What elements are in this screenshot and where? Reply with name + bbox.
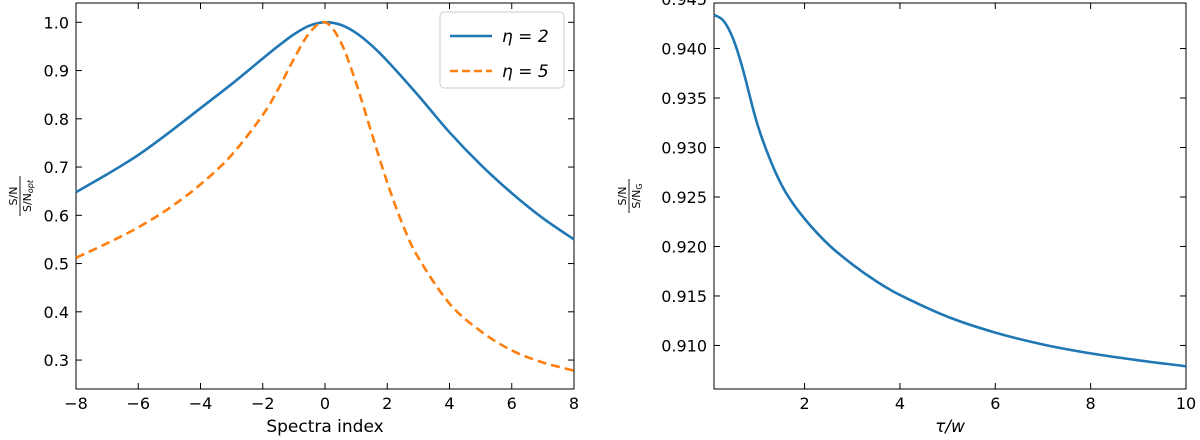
right-x-tick-label: 4 [895,394,905,413]
right-y-tick-label: 0.945 [661,0,707,9]
right-x-tick-label: 2 [799,394,809,413]
left-x-ticks: −8 −6 −4 −2 0 2 4 6 8 [64,3,579,413]
right-y-tick-label: 0.940 [661,40,707,59]
right-y-tick-label: 0.915 [661,287,707,306]
left-y-tick-label: 0.9 [44,62,69,81]
right-y-label-numerator: S/N [616,187,629,206]
legend: η = 2 η = 5 [439,11,565,89]
right-series-line-0 [713,13,1187,368]
left-y-tick-label: 0.4 [44,303,69,322]
left-y-tick-label: 0.7 [44,158,69,177]
left-x-tick-label: −8 [64,394,88,413]
right-x-tick-label: 6 [990,394,1000,413]
left-x-tick-label: 2 [382,394,392,413]
left-x-tick-label: −2 [251,394,275,413]
left-y-label-denominator-main: S/N [21,193,34,212]
left-chart: −8 −6 −4 −2 0 2 4 6 8 0.3 0.4 0.5 0.6 0.7 0.8 0.9 1.0 S… [7,2,579,437]
left-y-axis-label: S/N S/Nopt [7,176,35,216]
left-y-label-denominator-sub: opt [26,179,35,193]
legend-box [439,11,565,89]
right-y-tick-label: 0.925 [661,188,707,207]
left-x-tick-label: 6 [507,394,517,413]
left-plot-area [75,20,575,372]
left-y-ticks: 0.3 0.4 0.5 0.6 0.7 0.8 0.9 1.0 [44,13,574,370]
left-y-tick-label: 1.0 [44,13,69,32]
right-y-tick-label: 0.930 [661,139,707,158]
right-y-tick-label: 0.920 [661,237,707,256]
left-y-tick-label: 0.3 [44,351,69,370]
left-y-tick-label: 0.8 [44,110,69,129]
legend-label-eta5: η = 5 [502,62,549,82]
left-y-label-numerator: S/N [7,187,20,206]
left-y-tick-label: 0.5 [44,255,69,274]
right-y-tick-label: 0.910 [661,336,707,355]
left-x-tick-label: −4 [189,394,213,413]
left-y-tick-label: 0.6 [44,206,69,225]
right-y-label-denominator-sub: G [635,183,644,189]
right-chart: 2 4 6 8 10 0.9100.9150.9200.9250.9300.9350.9… [616,0,1196,437]
left-x-tick-label: 8 [569,394,579,413]
right-x-tick-label: 10 [1176,394,1196,413]
right-x-axis-label: τ/w [935,417,965,437]
right-y-axis-label: S/N S/NG [616,179,644,213]
left-x-tick-label: −6 [126,394,150,413]
left-x-tick-label: 4 [444,394,454,413]
right-y-label-denominator: S/NG [630,183,644,208]
right-plot-frame [713,2,1187,390]
legend-label-eta2: η = 2 [502,27,549,47]
right-x-tick-label: 8 [1086,394,1096,413]
right-x-ticks: 2 4 6 8 10 [799,3,1196,413]
right-y-ticks: 0.910 0.915 0.920 0.925 0.930 0.935 0.940 0.945 [661,0,1186,355]
right-y-tick-label: 0.935 [661,89,707,108]
right-plot-area [713,13,1187,368]
left-y-label-denominator: S/Nopt [21,179,35,212]
right-y-label-denominator-main: S/N [630,190,643,209]
left-x-axis-label: Spectra index [266,417,383,437]
left-x-tick-label: 0 [320,394,330,413]
